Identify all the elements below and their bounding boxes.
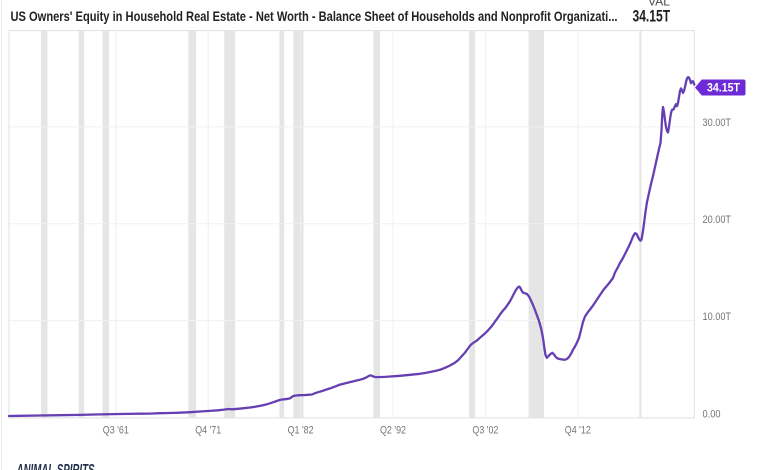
svg-text:Q2 '92: Q2 '92 bbox=[380, 424, 406, 436]
svg-text:34.15T: 34.15T bbox=[707, 83, 740, 95]
svg-text:34.15T: 34.15T bbox=[633, 7, 671, 25]
svg-text:Q4 '71: Q4 '71 bbox=[195, 424, 221, 436]
svg-text:US Owners' Equity in Household: US Owners' Equity in Household Real Esta… bbox=[11, 9, 618, 24]
svg-text:30.00T: 30.00T bbox=[703, 117, 732, 129]
svg-text:Q4 '12: Q4 '12 bbox=[565, 424, 591, 436]
svg-text:0.00: 0.00 bbox=[703, 408, 721, 420]
svg-text:Q1 '82: Q1 '82 bbox=[288, 424, 314, 436]
svg-text:Q3 '02: Q3 '02 bbox=[472, 424, 498, 436]
svg-text:Q3 '61: Q3 '61 bbox=[103, 424, 129, 436]
svg-text:20.00T: 20.00T bbox=[703, 214, 732, 226]
svg-text:VAL: VAL bbox=[648, 0, 670, 9]
svg-text:10.00T: 10.00T bbox=[703, 311, 732, 323]
svg-text:ANIMAL SPIRITS: ANIMAL SPIRITS bbox=[16, 462, 95, 470]
